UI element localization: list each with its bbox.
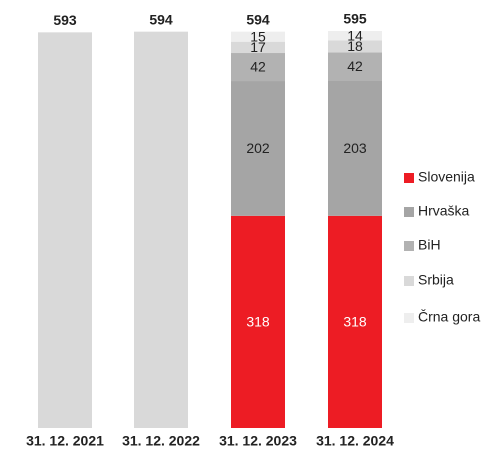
bar-segment — [231, 31, 285, 42]
bar-segment — [231, 81, 285, 216]
total-label: 593 — [53, 12, 77, 28]
legend-swatch — [404, 241, 414, 251]
x-tick-label: 31. 12. 2021 — [26, 433, 104, 449]
bar-segment — [231, 53, 285, 82]
legend-swatch — [404, 207, 414, 217]
legend-swatch — [404, 173, 414, 183]
bar-segment — [328, 52, 382, 81]
bar-segment — [231, 41, 285, 54]
bar-segment — [328, 31, 382, 41]
bar-segment — [231, 215, 285, 428]
legend-label: Hrvaška — [418, 203, 470, 219]
total-label: 595 — [343, 11, 367, 27]
x-tick-label: 31. 12. 2024 — [316, 433, 394, 449]
data-label: 318 — [246, 314, 270, 330]
legend-label: BiH — [418, 237, 441, 253]
total-label: 594 — [149, 11, 173, 27]
total-label: 594 — [246, 11, 270, 27]
data-label: 42 — [347, 58, 363, 74]
bar-segment — [328, 80, 382, 216]
data-label: 17 — [250, 39, 266, 55]
legend-swatch — [404, 276, 414, 286]
bar — [134, 31, 188, 428]
legend-label: Črna gora — [418, 309, 480, 325]
x-tick-label: 31. 12. 2023 — [219, 433, 297, 449]
data-label: 18 — [347, 38, 363, 54]
legend-label: Srbija — [418, 272, 454, 288]
data-label: 203 — [343, 140, 367, 156]
data-label: 42 — [250, 59, 266, 75]
legend-swatch — [404, 313, 414, 323]
bar — [38, 32, 92, 429]
x-tick-label: 31. 12. 2022 — [122, 433, 200, 449]
data-label: 318 — [343, 314, 367, 330]
data-label: 14 — [347, 27, 363, 43]
legend-label: Slovenija — [418, 169, 475, 185]
data-label: 202 — [246, 140, 270, 156]
data-label: 15 — [250, 28, 266, 44]
bar-segment — [328, 40, 382, 53]
bar-segment — [328, 215, 382, 428]
